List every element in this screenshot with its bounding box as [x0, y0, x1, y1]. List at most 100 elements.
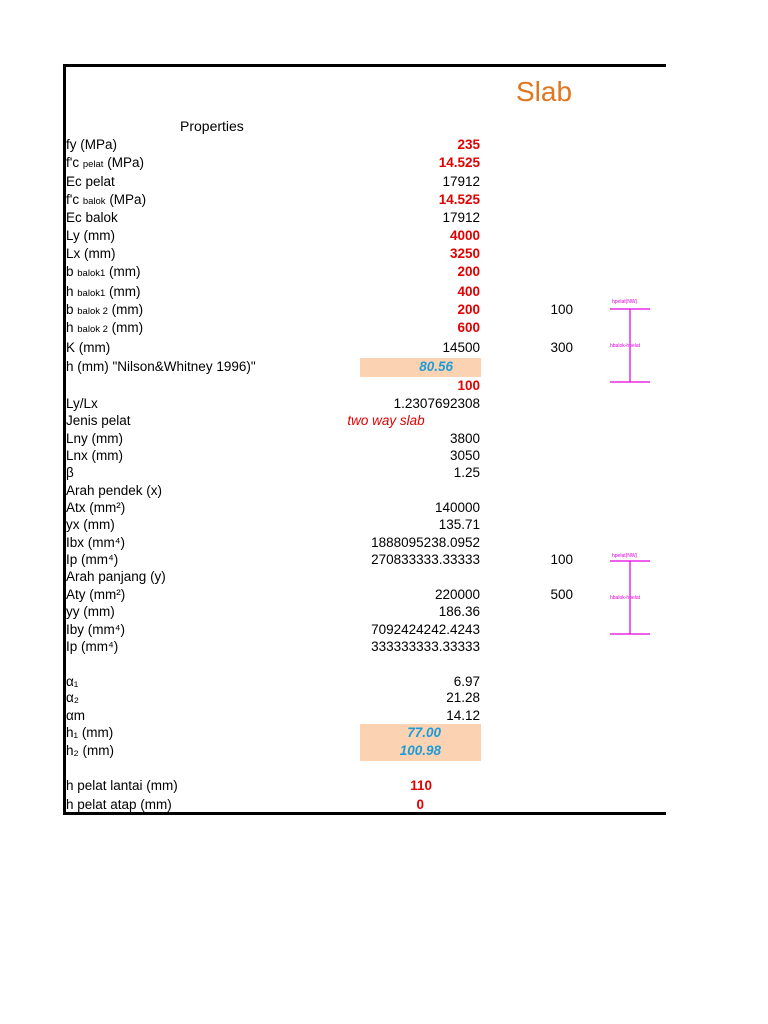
label-part: b: [66, 264, 78, 279]
label-part: h: [66, 320, 78, 335]
row-iby: Iby (mm⁴) 7092424242.4243: [66, 622, 666, 640]
diagram-label-mid: hbalok-hpelat: [610, 343, 641, 349]
value-ip-1[interactable]: 270833333.33333: [371, 552, 480, 567]
row-b-balok2: b balok 2 (mm) 200: [66, 302, 666, 320]
value-ly[interactable]: 4000: [449, 228, 480, 243]
label-lny: Lny (mm): [66, 431, 123, 446]
label-h-balok1: h balok1 (mm): [66, 284, 141, 299]
side-value-4[interactable]: 500: [550, 587, 573, 602]
value-ec-balok[interactable]: 17912: [442, 210, 480, 225]
row-h-balok2: h balok 2 (mm) 600: [66, 320, 666, 338]
value-beta[interactable]: 1.25: [453, 465, 480, 480]
value-jenis-pelat[interactable]: two way slab: [347, 413, 425, 428]
row-ibx: Ibx (mm⁴) 1888095238.0952: [66, 535, 666, 553]
value-fc-pelat[interactable]: 14.525: [438, 155, 480, 170]
value-k[interactable]: 14500: [442, 340, 480, 355]
value-atx[interactable]: 140000: [434, 500, 480, 515]
highlight-cell: [360, 358, 481, 377]
beam-section-diagram-1: hpelat(NW) hbalok-hpelat: [610, 299, 650, 383]
value-h-nilson[interactable]: 80.56: [419, 359, 453, 374]
frame-bottom-border: [64, 812, 666, 815]
value-h1[interactable]: 77.00: [407, 725, 441, 740]
value-h-pelat-lantai[interactable]: 110: [410, 778, 432, 793]
diagram-label-top: hpelat(NW): [612, 299, 638, 305]
label-part: (mm): [105, 284, 141, 299]
row-yy: yy (mm) 186.36: [66, 604, 666, 622]
row-yx: yx (mm) 135.71: [66, 517, 666, 535]
label-h2: h₂ (mm): [66, 743, 114, 758]
label-atx: Atx (mm²): [66, 500, 126, 515]
label-k: K (mm): [66, 340, 111, 355]
row-alpham: αm 14.12: [66, 708, 666, 726]
value-ibx[interactable]: 1888095238.0952: [371, 535, 480, 550]
row-h-used: 100: [66, 378, 666, 396]
label-h-pelat-atap: h pelat atap (mm): [66, 797, 172, 812]
label-ec-pelat: Ec pelat: [66, 174, 115, 189]
label-iby: Iby (mm⁴): [66, 622, 126, 637]
label-subscript: balok 2: [77, 324, 108, 335]
label-ip-1: Ip (mm⁴): [66, 552, 119, 567]
side-value-3[interactable]: 100: [550, 552, 573, 567]
value-h-pelat-atap[interactable]: 0: [416, 797, 424, 812]
value-alpham[interactable]: 14.12: [446, 708, 480, 723]
side-value-1[interactable]: 100: [550, 302, 573, 317]
label-jenis-pelat: Jenis pelat: [66, 413, 131, 428]
value-fc-balok[interactable]: 14.525: [438, 192, 480, 207]
label-yx: yx (mm): [66, 517, 115, 532]
label-part: (mm): [107, 302, 144, 317]
row-ip-1: Ip (mm⁴) 270833333.33333: [66, 552, 666, 570]
label-lx: Lx (mm): [66, 246, 116, 261]
row-h-nilson: h (mm) "Nilson&Whitney 1996)" 80.56: [66, 358, 666, 377]
label-ly: Ly (mm): [66, 228, 115, 243]
value-h-balok2[interactable]: 600: [457, 320, 480, 335]
row-alpha1: α₁ 6.97: [66, 674, 666, 692]
value-yx[interactable]: 135.71: [438, 517, 480, 532]
highlight-cell: [360, 724, 481, 743]
label-part: h: [66, 284, 78, 299]
value-b-balok1[interactable]: 200: [457, 264, 480, 279]
row-h-balok1: h balok1 (mm) 400: [66, 284, 666, 302]
value-alpha1[interactable]: 6.97: [453, 674, 480, 689]
label-yy: yy (mm): [66, 604, 115, 619]
label-ibx: Ibx (mm⁴): [66, 535, 126, 550]
value-h-used[interactable]: 100: [457, 378, 480, 393]
side-value-2[interactable]: 300: [550, 340, 573, 355]
row-arah-pendek: Arah pendek (x): [66, 483, 666, 501]
row-aty: Aty (mm²) 220000: [66, 587, 666, 605]
diagram-label-top: hpelat(NW): [612, 553, 638, 559]
row-h-pelat-lantai: h pelat lantai (mm) 110: [66, 778, 666, 796]
row-beta: β 1.25: [66, 465, 666, 483]
value-yy[interactable]: 186.36: [438, 604, 480, 619]
value-b-balok2[interactable]: 200: [457, 302, 480, 317]
row-lny: Lny (mm) 3800: [66, 431, 666, 449]
row-ly: Ly (mm) 4000: [66, 228, 666, 246]
row-h2: h₂ (mm) 100.98: [66, 742, 666, 761]
row-h-pelat-atap: h pelat atap (mm) 0: [66, 797, 666, 815]
label-subscript: balok 2: [77, 306, 108, 317]
value-ip-2[interactable]: 333333333.33333: [371, 639, 480, 654]
value-ec-pelat[interactable]: 17912: [442, 174, 480, 189]
value-lny[interactable]: 3800: [449, 431, 480, 446]
row-atx: Atx (mm²) 140000: [66, 500, 666, 518]
label-alpham: αm: [66, 708, 86, 723]
value-ly-lx[interactable]: 1.2307692308: [393, 396, 480, 411]
value-h-balok1[interactable]: 400: [457, 284, 480, 299]
section-arah-panjang: Arah panjang (y): [66, 569, 166, 584]
value-lx[interactable]: 3250: [449, 246, 480, 261]
frame-left-border: [63, 64, 66, 815]
label-subscript: balok: [82, 196, 106, 207]
row-jenis-pelat: Jenis pelat two way slab: [66, 413, 666, 431]
row-arah-panjang: Arah panjang (y): [66, 569, 666, 587]
value-lnx[interactable]: 3050: [449, 448, 480, 463]
label-beta: β: [66, 465, 74, 480]
value-h2[interactable]: 100.98: [399, 743, 441, 758]
value-fy[interactable]: 235: [457, 137, 480, 152]
label-fc-balok: f'c balok (MPa): [66, 192, 146, 207]
label-fy: fy (MPa): [66, 137, 118, 152]
value-alpha2[interactable]: 21.28: [446, 690, 480, 705]
label-fc-pelat: f'c pelat (MPa): [66, 155, 144, 170]
value-iby[interactable]: 7092424242.4243: [371, 622, 480, 637]
value-aty[interactable]: 220000: [434, 587, 480, 602]
label-b-balok2: b balok 2 (mm): [66, 302, 143, 317]
